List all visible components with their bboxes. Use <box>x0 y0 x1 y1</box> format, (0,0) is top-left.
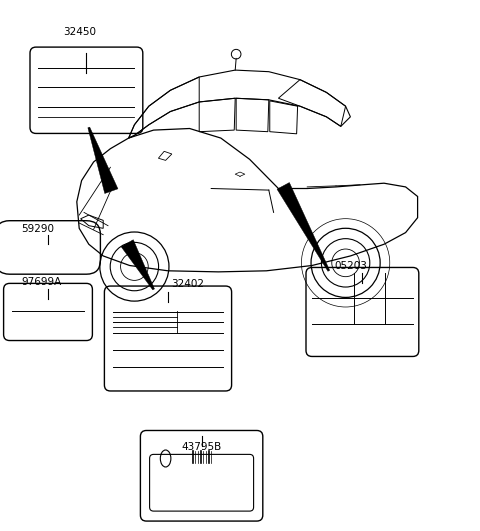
FancyBboxPatch shape <box>150 455 253 511</box>
FancyBboxPatch shape <box>306 268 419 356</box>
Text: 05203: 05203 <box>334 261 367 271</box>
Polygon shape <box>121 239 155 290</box>
Text: 43795B: 43795B <box>181 442 222 452</box>
FancyBboxPatch shape <box>140 431 263 521</box>
FancyBboxPatch shape <box>105 286 231 391</box>
FancyBboxPatch shape <box>30 47 143 133</box>
Text: 32450: 32450 <box>63 27 96 37</box>
Polygon shape <box>88 127 118 193</box>
Text: 97699A: 97699A <box>22 277 62 287</box>
FancyBboxPatch shape <box>3 284 92 340</box>
Polygon shape <box>277 183 330 271</box>
Text: 59290: 59290 <box>22 224 55 234</box>
FancyBboxPatch shape <box>0 221 100 274</box>
Text: 32402: 32402 <box>171 279 204 289</box>
